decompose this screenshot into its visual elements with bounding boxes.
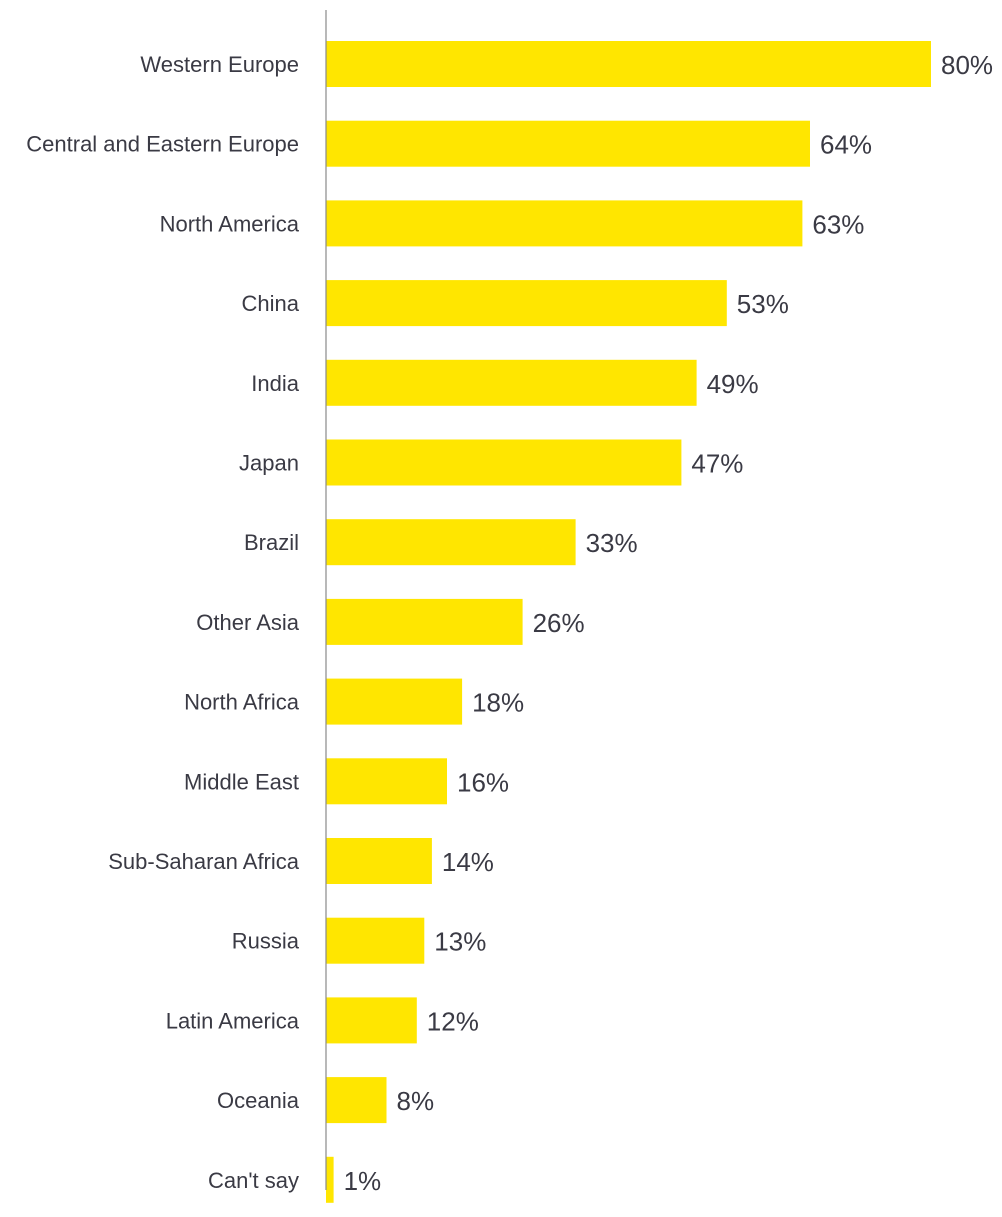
category-label-north-america: North America	[160, 211, 300, 236]
value-label-central-and-eastern-europe: 64%	[820, 130, 872, 160]
category-label-china: China	[242, 291, 300, 316]
category-label-sub-saharan-africa: Sub-Saharan Africa	[108, 849, 300, 874]
value-label-other-asia: 26%	[533, 608, 585, 638]
value-label-russia: 13%	[434, 927, 486, 957]
value-label-can-t-say: 1%	[344, 1166, 382, 1196]
category-label-brazil: Brazil	[244, 530, 299, 555]
value-label-japan: 47%	[691, 449, 743, 479]
value-labels-layer: 80% 64% 63% 53% 49% 47% 33% 26% 18% 16% 14% 13% 12% 8…	[344, 50, 993, 1196]
category-label-north-africa: North Africa	[184, 690, 300, 715]
bar-latin-america	[326, 997, 417, 1044]
bar-india	[326, 359, 697, 406]
bar-middle-east	[326, 758, 447, 805]
category-label-western-europe: Western Europe	[140, 52, 299, 77]
value-label-north-america: 63%	[812, 209, 864, 239]
bar-russia	[326, 917, 425, 964]
category-label-japan: Japan	[239, 451, 299, 476]
value-label-china: 53%	[737, 289, 789, 319]
category-label-middle-east: Middle East	[184, 769, 299, 794]
category-label-other-asia: Other Asia	[196, 610, 299, 635]
value-label-india: 49%	[707, 369, 759, 399]
bar-western-europe	[326, 41, 931, 87]
value-label-brazil: 33%	[586, 528, 638, 558]
bar-can-t-say	[326, 1156, 334, 1203]
value-label-latin-america: 12%	[427, 1006, 479, 1036]
category-label-russia: Russia	[232, 929, 300, 954]
bar-brazil	[326, 519, 576, 566]
value-label-north-africa: 18%	[472, 688, 524, 718]
bar-china	[326, 280, 727, 327]
bar-central-and-eastern-europe	[326, 120, 810, 167]
category-label-india: India	[251, 371, 299, 396]
category-label-latin-america: Latin America	[166, 1008, 300, 1033]
value-label-middle-east: 16%	[457, 767, 509, 797]
value-label-oceania: 8%	[397, 1086, 435, 1116]
category-label-central-and-eastern-europe: Central and Eastern Europe	[26, 132, 299, 157]
bar-sub-saharan-africa	[326, 838, 432, 884]
bars-layer	[326, 41, 931, 1203]
category-labels-layer: Western Europe Central and Eastern Europe…	[26, 52, 299, 1193]
value-label-sub-saharan-africa: 14%	[442, 847, 494, 877]
bar-japan	[326, 439, 682, 486]
value-label-western-europe: 80%	[941, 50, 993, 80]
bar-north-africa	[326, 678, 463, 725]
bar-north-america	[326, 200, 803, 247]
bar-oceania	[326, 1077, 387, 1124]
category-label-oceania: Oceania	[217, 1088, 300, 1113]
bar-other-asia	[326, 598, 523, 645]
category-label-can-t-say: Can't say	[208, 1168, 299, 1193]
